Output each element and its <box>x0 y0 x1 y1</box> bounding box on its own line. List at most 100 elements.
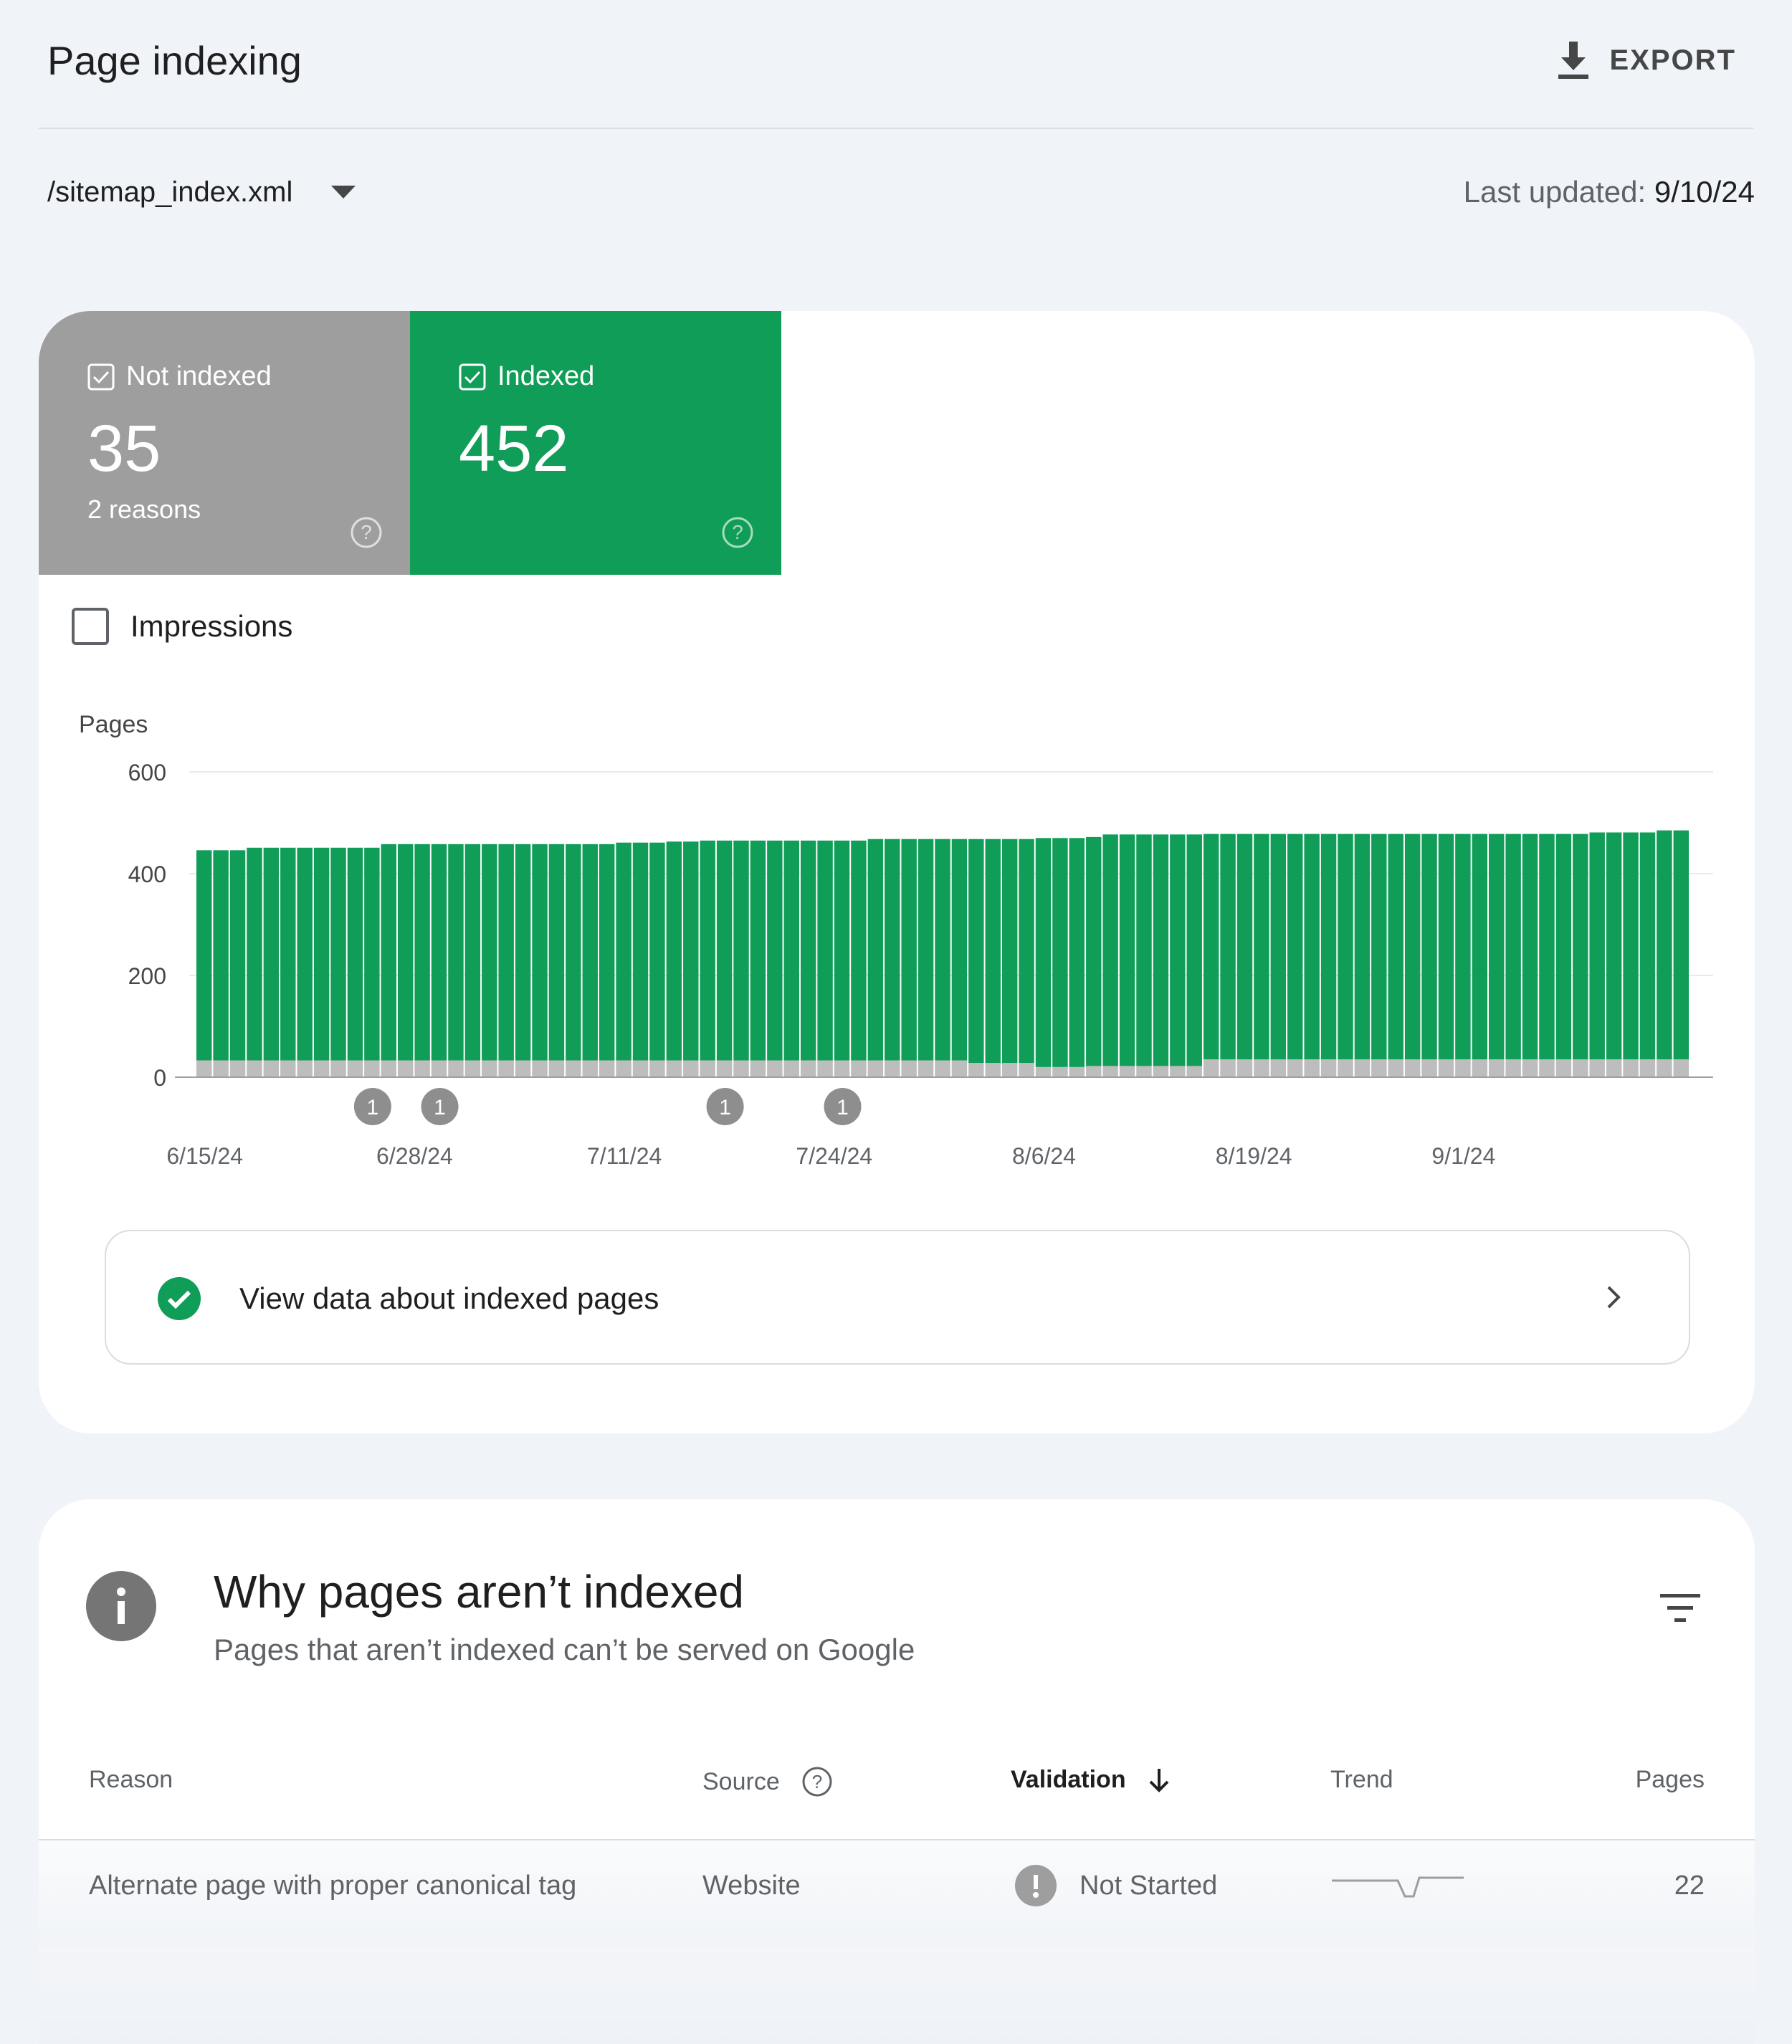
bar-indexed <box>364 847 380 1061</box>
column-header-validation[interactable]: Validation <box>1011 1766 1171 1794</box>
bar-indexed <box>330 847 346 1061</box>
column-header-source[interactable]: Source ? <box>702 1766 833 1797</box>
bar-indexed <box>566 844 581 1061</box>
bar-indexed <box>1086 836 1102 1066</box>
bar-indexed <box>1153 834 1169 1066</box>
bar-not-indexed <box>213 1060 229 1077</box>
bar-not-indexed <box>616 1060 632 1077</box>
bar-not-indexed <box>1052 1066 1068 1077</box>
bar-not-indexed <box>783 1060 799 1077</box>
header-divider <box>39 128 1753 129</box>
annotation-label: 1 <box>837 1096 849 1119</box>
sitemap-dropdown-label: /sitemap_index.xml <box>47 176 293 208</box>
bar-not-indexed <box>1657 1059 1672 1077</box>
bar-not-indexed <box>1019 1063 1034 1077</box>
bar-indexed <box>213 850 229 1061</box>
bar-indexed <box>381 844 396 1061</box>
bar-not-indexed <box>247 1060 262 1077</box>
bar-not-indexed <box>1001 1063 1018 1077</box>
bar-indexed <box>1019 839 1034 1064</box>
bar-not-indexed <box>767 1060 783 1077</box>
checkbox-checked-icon[interactable] <box>87 363 115 391</box>
bar-indexed <box>1236 834 1253 1060</box>
sitemap-dropdown[interactable]: /sitemap_index.xml <box>47 176 356 209</box>
view-indexed-data-label: View data about indexed pages <box>239 1281 659 1315</box>
indexed-tile[interactable]: Indexed 452 ? <box>410 311 781 575</box>
section-subtitle: Pages that aren’t indexed can’t be serve… <box>214 1633 915 1666</box>
row-source: Website <box>702 1871 801 1901</box>
bar-indexed <box>482 844 497 1061</box>
bar-indexed <box>280 847 296 1061</box>
bar-indexed <box>1354 834 1371 1060</box>
annotation-marker <box>824 1088 862 1125</box>
bar-not-indexed <box>582 1060 598 1077</box>
bar-not-indexed <box>1186 1066 1202 1077</box>
bar-not-indexed <box>313 1060 330 1077</box>
bar-not-indexed <box>632 1060 649 1077</box>
export-button[interactable]: EXPORT <box>1557 40 1736 80</box>
help-icon[interactable]: ? <box>721 516 754 549</box>
bar-not-indexed <box>885 1060 900 1077</box>
impressions-label: Impressions <box>130 609 293 643</box>
column-header-reason[interactable]: Reason <box>89 1766 173 1794</box>
bar-indexed <box>1203 834 1219 1060</box>
column-header-pages[interactable]: Pages <box>1636 1766 1705 1794</box>
bar-not-indexed <box>1287 1059 1303 1077</box>
check-circle-icon <box>158 1277 201 1320</box>
arrow-down-icon <box>1149 1768 1169 1792</box>
bar-not-indexed <box>464 1060 481 1077</box>
bar-indexed <box>1102 834 1118 1066</box>
svg-text:?: ? <box>361 521 372 543</box>
bar-indexed <box>1673 830 1689 1060</box>
not-indexed-header: Not indexed <box>87 361 272 392</box>
bar-indexed <box>1001 839 1018 1064</box>
bar-indexed <box>532 844 548 1061</box>
bar-not-indexed <box>1035 1066 1052 1077</box>
bar-not-indexed <box>1320 1059 1337 1077</box>
bar-indexed <box>1052 838 1068 1067</box>
bar-not-indexed <box>1338 1059 1353 1077</box>
bar-not-indexed <box>1069 1066 1085 1077</box>
help-icon[interactable]: ? <box>801 1766 833 1797</box>
filter-icon[interactable] <box>1660 1592 1700 1624</box>
bar-indexed <box>1555 834 1572 1060</box>
help-icon[interactable]: ? <box>350 516 383 549</box>
bar-indexed <box>1623 832 1639 1060</box>
y-tick-label: 400 <box>128 861 166 887</box>
not-indexed-count: 35 <box>87 412 161 485</box>
impressions-toggle[interactable]: Impressions <box>72 608 292 645</box>
bar-not-indexed <box>1371 1059 1387 1077</box>
bar-not-indexed <box>901 1060 917 1077</box>
bar-indexed <box>1136 834 1152 1066</box>
bar-indexed <box>297 847 313 1061</box>
bar-indexed <box>1489 834 1505 1060</box>
bar-indexed <box>1119 834 1135 1066</box>
bar-not-indexed <box>330 1060 346 1077</box>
row-reason: Alternate page with proper canonical tag <box>89 1871 577 1901</box>
not-indexed-reasons: 2 reasons <box>87 495 201 524</box>
bar-indexed <box>851 840 867 1061</box>
bar-indexed <box>498 844 514 1061</box>
bar-not-indexed <box>867 1060 884 1077</box>
svg-text:?: ? <box>732 521 743 543</box>
bar-indexed <box>1320 834 1337 1060</box>
bar-not-indexed <box>683 1060 699 1077</box>
trend-sparkline <box>1332 1876 1464 1898</box>
table-row[interactable]: Alternate page with proper canonical tag… <box>39 1840 1755 1947</box>
checkbox-checked-icon[interactable] <box>459 363 486 391</box>
column-header-trend[interactable]: Trend <box>1330 1766 1393 1794</box>
view-indexed-data-link[interactable]: View data about indexed pages <box>105 1230 1690 1365</box>
bar-not-indexed <box>1354 1059 1371 1077</box>
warning-icon <box>1015 1865 1057 1906</box>
bar-indexed <box>800 840 816 1061</box>
impressions-checkbox[interactable] <box>72 608 109 645</box>
y-tick-label: 0 <box>153 1065 166 1091</box>
not-indexed-tile[interactable]: Not indexed 35 2 reasons ? <box>39 311 410 575</box>
bar-not-indexed <box>985 1063 1001 1077</box>
bar-indexed <box>783 840 799 1061</box>
bar-not-indexed <box>1388 1059 1403 1077</box>
bar-indexed <box>968 839 984 1064</box>
bar-not-indexed <box>1421 1059 1437 1077</box>
bar-indexed <box>649 842 665 1061</box>
bar-indexed <box>918 839 934 1061</box>
